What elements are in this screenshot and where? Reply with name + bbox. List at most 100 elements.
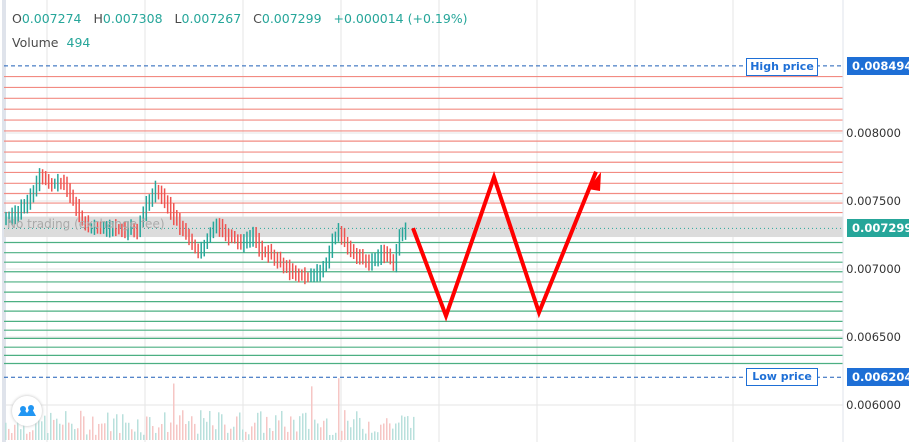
volume-bar [65, 411, 67, 440]
volume-bar [131, 429, 133, 440]
high-price-tag: 0.008494 [847, 56, 909, 75]
high-price-label[interactable]: High price [746, 58, 818, 76]
volume-bar [113, 418, 115, 440]
volume-bar [104, 423, 106, 440]
volume-bar [86, 434, 88, 440]
tradingview-logo-icon[interactable] [12, 396, 42, 426]
volume-bar [359, 417, 361, 440]
volume-bar [239, 412, 241, 440]
low-value: 0.007267 [181, 11, 242, 26]
volume-bar [98, 423, 100, 440]
volume-bar [146, 416, 148, 440]
volume-value: 494 [66, 35, 91, 50]
volume-bar [119, 432, 121, 440]
price-tick-label: 0.007500 [846, 194, 901, 208]
volume-bar [179, 415, 181, 440]
volume-bar [107, 412, 109, 440]
volume-bar [284, 426, 286, 440]
volume-bar [350, 427, 352, 440]
volume-bar [188, 421, 190, 440]
volume-bar [176, 424, 178, 440]
volume-bar [386, 418, 388, 440]
volume-bar [38, 410, 40, 440]
volume-bar [263, 432, 265, 440]
volume-bar [314, 419, 316, 440]
volume-bar [338, 378, 340, 440]
close-label: C [253, 11, 262, 26]
volume-bar [227, 432, 229, 440]
volume-bar [401, 415, 403, 440]
volume-bar [170, 422, 172, 440]
volume-bar [92, 416, 94, 440]
volume-bar [317, 423, 319, 440]
volume-bar [167, 431, 169, 440]
volume-bar [206, 421, 208, 440]
volume-bar [32, 430, 34, 440]
volume-bar [368, 421, 370, 440]
volume-bar [197, 433, 199, 440]
low-price-label[interactable]: Low price [746, 368, 818, 386]
volume-bar [14, 424, 16, 440]
low-price-tag: 0.006204 [847, 368, 909, 387]
volume-bar [158, 427, 160, 440]
low-label: L [174, 11, 182, 26]
volume-bar [392, 428, 394, 440]
volume-label: Volume [12, 35, 59, 50]
volume-bar [74, 429, 76, 440]
volume-bar [362, 428, 364, 440]
volume-bar [215, 429, 217, 440]
high-label: H [93, 11, 103, 26]
volume-bar [353, 419, 355, 440]
volume-bar [311, 386, 313, 440]
volume-bar [413, 416, 415, 440]
volume-bar [389, 423, 391, 440]
volume-bar [245, 431, 247, 440]
volume-bar [380, 424, 382, 440]
volume-bar [203, 418, 205, 440]
volume-bar [305, 412, 307, 440]
volume-bar [308, 428, 310, 440]
volume-bar [53, 419, 55, 440]
volume-bar [23, 420, 25, 440]
volume-bar [59, 423, 61, 440]
volume-bar [29, 431, 31, 440]
volume-bar [125, 422, 127, 440]
volume-bar [182, 410, 184, 440]
volume-bar [344, 410, 346, 440]
price-tick-label: 0.008000 [846, 126, 901, 140]
volume-bar [152, 426, 154, 440]
volume-bar [5, 422, 7, 440]
volume-bar [116, 414, 118, 440]
volume-bar [191, 416, 193, 440]
volume-bar [149, 417, 151, 440]
volume-bar [290, 416, 292, 440]
price-tick-label: 0.007000 [846, 262, 901, 276]
volume-bar [332, 434, 334, 440]
volume-bar [356, 411, 358, 440]
volume-bar [293, 419, 295, 440]
volume-bar [77, 428, 79, 440]
volume-bar [62, 424, 64, 440]
volume-bar [269, 428, 271, 440]
volume-bar [134, 431, 136, 440]
price-tick-label: 0.006500 [846, 330, 901, 344]
volume-bar [221, 414, 223, 440]
volume-bar [287, 431, 289, 440]
volume-bar [320, 427, 322, 440]
volume-bar [80, 410, 82, 440]
volume-bar [326, 418, 328, 440]
volume-bar [365, 433, 367, 440]
volume-bar [71, 423, 73, 440]
volume-bar [101, 423, 103, 440]
volume-bar [377, 432, 379, 440]
volume-bar [257, 412, 259, 440]
volume-bar [56, 418, 58, 440]
volume-bar [272, 431, 274, 440]
volume-bar [266, 416, 268, 440]
volume-bar [329, 434, 331, 440]
change-value: +0.000014 (+0.19%) [333, 11, 468, 26]
volume-bar [209, 411, 211, 440]
volume-bar [137, 419, 139, 440]
volume-bar [11, 433, 13, 440]
